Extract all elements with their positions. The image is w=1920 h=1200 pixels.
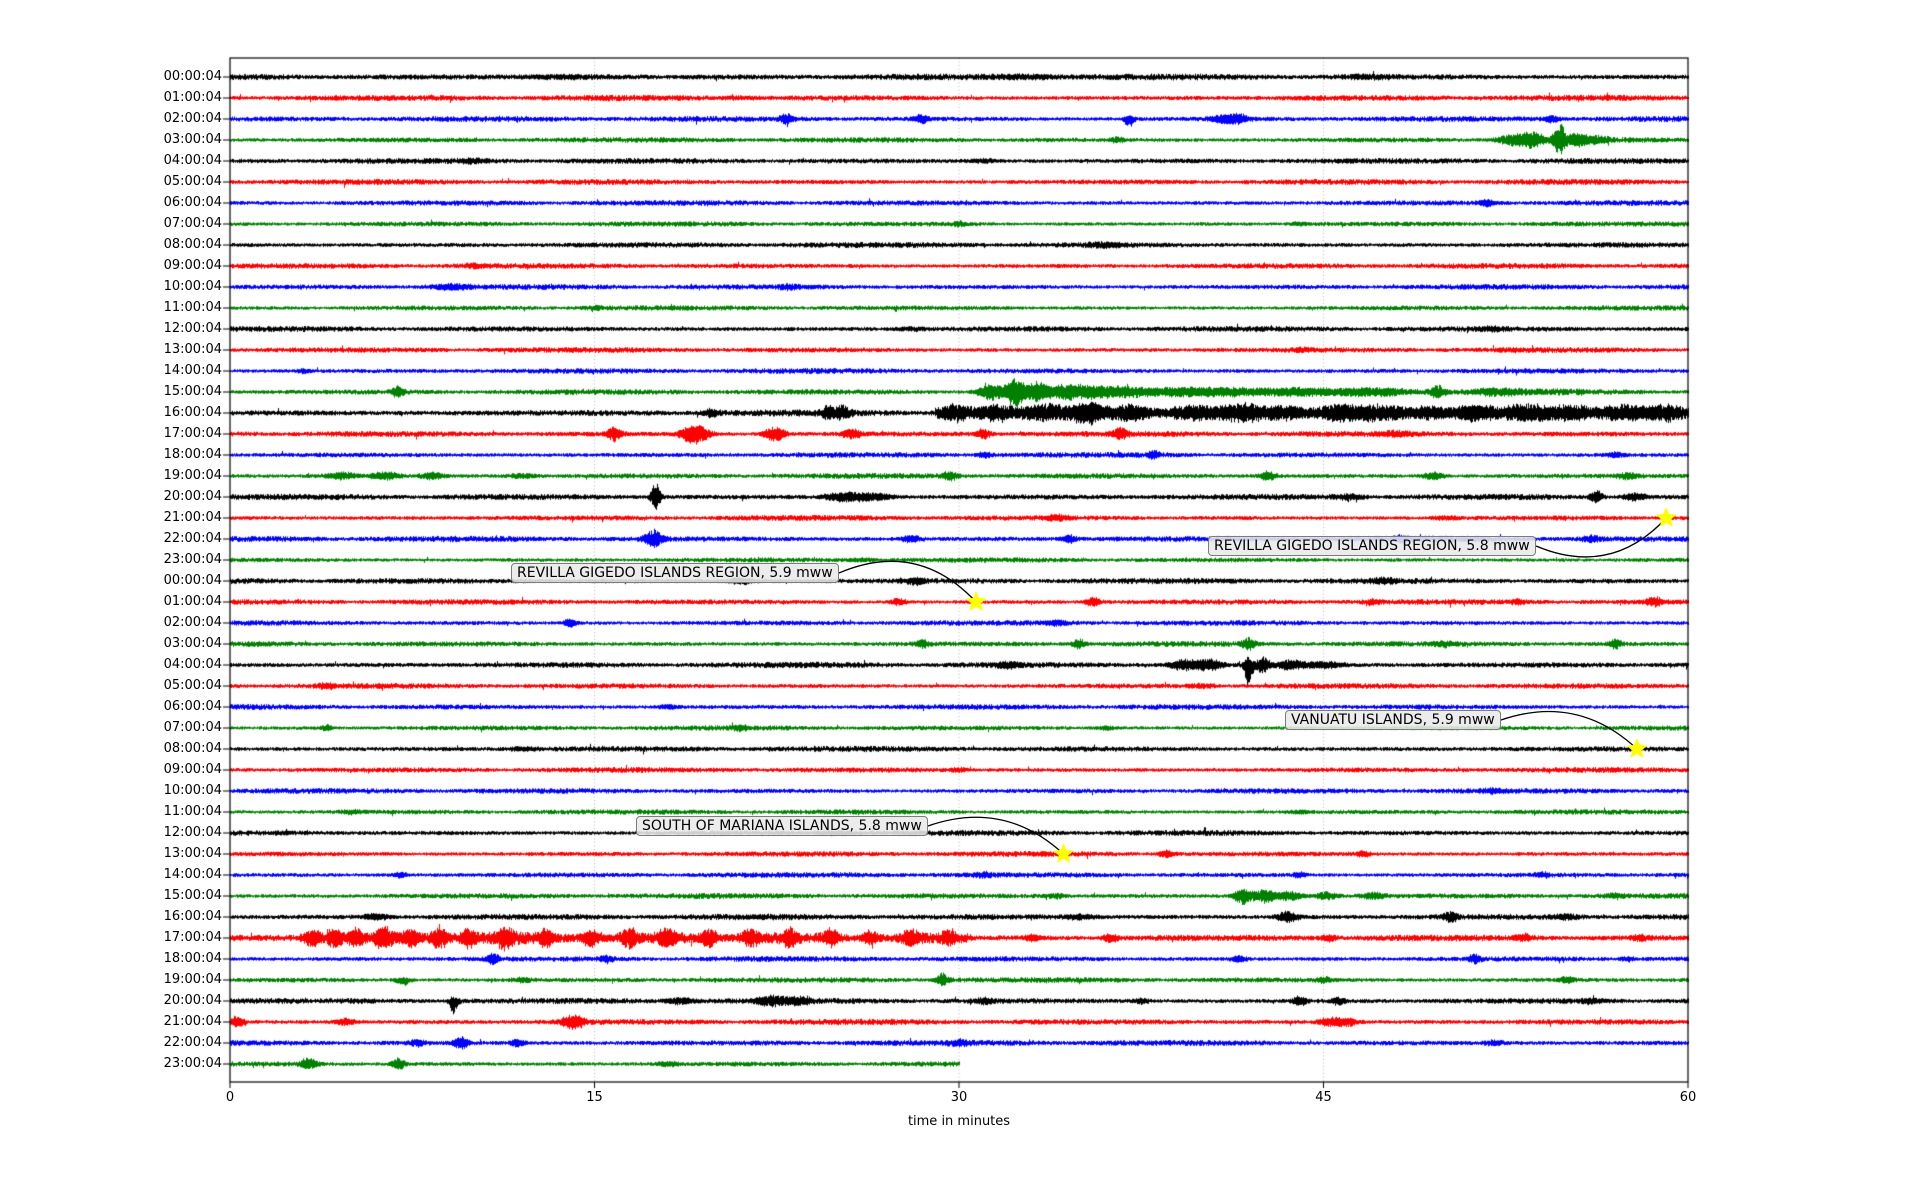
y-tick-label: 04:00:04 <box>163 153 222 168</box>
y-tick-label: 06:00:04 <box>163 195 222 210</box>
y-tick-label: 19:00:04 <box>163 972 222 987</box>
event-annotation-label: REVILLA GIGEDO ISLANDS REGION, 5.9 mww <box>511 563 839 583</box>
y-tick-label: 17:00:04 <box>163 426 222 441</box>
y-tick-label: 17:00:04 <box>163 930 222 945</box>
y-tick-label: 21:00:04 <box>163 1014 222 1029</box>
y-tick-label: 00:00:04 <box>163 573 222 588</box>
y-tick-label: 16:00:04 <box>163 909 222 924</box>
y-tick-label: 10:00:04 <box>163 279 222 294</box>
y-tick-label: 22:00:04 <box>163 1035 222 1050</box>
y-tick-label: 18:00:04 <box>163 951 222 966</box>
event-annotation-label: REVILLA GIGEDO ISLANDS REGION, 5.8 mww <box>1208 536 1536 556</box>
y-tick-label: 15:00:04 <box>163 384 222 399</box>
y-tick-label: 21:00:04 <box>163 510 222 525</box>
event-annotation-label: SOUTH OF MARIANA ISLANDS, 5.8 mww <box>636 816 928 836</box>
y-tick-label: 20:00:04 <box>163 993 222 1008</box>
y-tick-label: 01:00:04 <box>163 594 222 609</box>
y-tick-label: 12:00:04 <box>163 321 222 336</box>
y-tick-label: 02:00:04 <box>163 111 222 126</box>
y-tick-label: 05:00:04 <box>163 174 222 189</box>
y-tick-label: 23:00:04 <box>163 552 222 567</box>
y-tick-label: 11:00:04 <box>163 804 222 819</box>
x-tick-label: 30 <box>950 1090 968 1105</box>
y-tick-label: 12:00:04 <box>163 825 222 840</box>
y-tick-label: 09:00:04 <box>163 258 222 273</box>
y-tick-label: 10:00:04 <box>163 783 222 798</box>
y-tick-label: 07:00:04 <box>163 720 222 735</box>
y-tick-label: 18:00:04 <box>163 447 222 462</box>
y-tick-label: 05:00:04 <box>163 678 222 693</box>
y-tick-label: 14:00:04 <box>163 867 222 882</box>
y-tick-label: 15:00:04 <box>163 888 222 903</box>
y-tick-label: 06:00:04 <box>163 699 222 714</box>
y-tick-label: 08:00:04 <box>163 741 222 756</box>
y-tick-label: 11:00:04 <box>163 300 222 315</box>
y-tick-label: 09:00:04 <box>163 762 222 777</box>
y-tick-label: 14:00:04 <box>163 363 222 378</box>
y-tick-label: 02:00:04 <box>163 615 222 630</box>
y-tick-label: 23:00:04 <box>163 1056 222 1071</box>
y-tick-label: 22:00:04 <box>163 531 222 546</box>
y-tick-label: 01:00:04 <box>163 90 222 105</box>
event-annotation-label: VANUATU ISLANDS, 5.9 mww <box>1285 710 1501 730</box>
y-tick-label: 04:00:04 <box>163 657 222 672</box>
x-axis-title: time in minutes <box>907 1114 1011 1129</box>
x-tick-label: 60 <box>1679 1090 1697 1105</box>
y-tick-label: 16:00:04 <box>163 405 222 420</box>
x-tick-label: 0 <box>225 1090 235 1105</box>
y-tick-label: 03:00:04 <box>163 636 222 651</box>
y-tick-label: 19:00:04 <box>163 468 222 483</box>
y-tick-label: 07:00:04 <box>163 216 222 231</box>
y-tick-label: 08:00:04 <box>163 237 222 252</box>
y-tick-label: 13:00:04 <box>163 342 222 357</box>
y-tick-label: 00:00:04 <box>163 69 222 84</box>
y-tick-label: 03:00:04 <box>163 132 222 147</box>
x-tick-label: 15 <box>586 1090 603 1105</box>
y-tick-label: 13:00:04 <box>163 846 222 861</box>
y-tick-label: 20:00:04 <box>163 489 222 504</box>
x-tick-label: 45 <box>1315 1090 1332 1105</box>
